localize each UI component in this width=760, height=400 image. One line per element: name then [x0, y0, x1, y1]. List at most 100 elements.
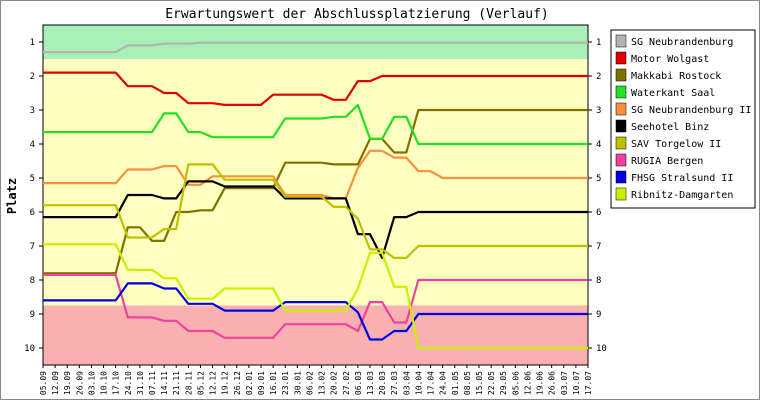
x-tick-label: 19.09: [63, 371, 72, 395]
legend-swatch-5: [615, 119, 627, 133]
legend-swatch-1: [615, 51, 627, 65]
y-tick-label-left: 7: [30, 242, 35, 252]
x-tick-label: 10.10: [100, 371, 109, 395]
x-tick-label: 07.11: [148, 371, 157, 395]
series-line-3: [43, 103, 588, 146]
zone-band-2: [43, 305, 588, 365]
x-tick-label: 12.06: [523, 371, 532, 395]
x-tick-label: 14.11: [160, 371, 169, 395]
legend-label-7: RUGIA Bergen: [631, 156, 703, 167]
legend-label-1: Motor Wolgast: [631, 54, 709, 65]
x-tick-label: 28.11: [184, 371, 193, 395]
x-tick-label: 03.07: [560, 371, 569, 395]
series-line-6: [43, 163, 588, 259]
x-tick-label: 20.03: [378, 371, 387, 395]
x-tick-label: 15.05: [475, 371, 484, 395]
zone-band-1: [43, 59, 588, 306]
y-tick-label-right: 4: [596, 140, 601, 150]
series-line-4: [43, 149, 588, 200]
y-tick-label-left: 2: [30, 72, 35, 82]
x-tick-label: 16.01: [269, 371, 278, 395]
x-tick-label: 17.04: [427, 371, 436, 395]
x-tick-label: 03.10: [87, 371, 96, 395]
y-tick-label-right: 10: [596, 344, 607, 354]
x-tick-label: 06.02: [305, 371, 314, 395]
chart-title: Erwartungswert der Abschlussplatzierung …: [165, 7, 549, 22]
y-tick-label-right: 6: [596, 208, 601, 218]
legend-label-6: SAV Torgelow II: [631, 139, 721, 150]
x-tick-label: 12.12: [209, 371, 218, 395]
y-tick-label-left: 1: [30, 38, 35, 48]
x-tick-label: 29.05: [499, 371, 508, 395]
x-tick-label: 20.02: [330, 371, 339, 395]
legend-box: [610, 29, 756, 209]
legend-swatch-7: [615, 153, 627, 167]
x-tick-label: 10.04: [414, 371, 423, 395]
y-tick-label-left: 9: [30, 310, 35, 320]
y-tick-label-left: 4: [30, 140, 35, 150]
legend-label-9: Ribnitz-Damgarten: [631, 190, 733, 201]
x-tick-label: 17.10: [112, 371, 121, 395]
series-line-9: [43, 243, 588, 350]
legend-swatch-0: [615, 34, 627, 48]
x-tick-label: 05.12: [196, 371, 205, 395]
x-tick-label: 27.03: [390, 371, 399, 395]
x-tick-label: 26.06: [548, 371, 557, 395]
x-tick-label: 06.03: [354, 371, 363, 395]
x-tick-label: 02.01: [245, 371, 254, 395]
x-tick-label: 24.04: [439, 371, 448, 395]
y-tick-label-left: 8: [30, 276, 35, 286]
series-lines: [43, 41, 588, 350]
series-line-0: [43, 41, 588, 54]
legend-label-3: Waterkant Saal: [631, 88, 715, 99]
x-tick-label: 03.04: [402, 371, 411, 395]
x-tick-label: 22.05: [487, 371, 496, 395]
series-line-7: [43, 273, 588, 339]
legend-swatch-2: [615, 68, 627, 82]
x-tick-label: 09.01: [257, 371, 266, 395]
x-tick-label: 19.12: [221, 371, 230, 395]
y-tick-label-left: 6: [30, 208, 35, 218]
x-tick-label: 01.05: [451, 371, 460, 395]
legend-label-8: FHSG Stralsund II: [631, 173, 733, 184]
legend-swatch-4: [615, 102, 627, 116]
x-tick-label: 31.10: [136, 371, 145, 395]
legend-label-2: Makkabi Rostock: [631, 71, 721, 82]
y-tick-label-right: 3: [596, 106, 601, 116]
legend-swatch-8: [615, 170, 627, 184]
zones-layer: [43, 25, 588, 365]
x-tick-label: 12.09: [51, 371, 60, 395]
y-axis-label: Platz: [5, 178, 19, 214]
legend-label-4: SG Neubrandenburg II: [631, 105, 751, 116]
series-line-5: [43, 180, 588, 259]
legend-label-5: Seehotel Binz: [631, 122, 709, 133]
x-tick-label: 27.02: [342, 371, 351, 395]
legend-label-0: SG Neubrandenburg: [631, 37, 733, 48]
y-tick-label-left: 3: [30, 106, 35, 116]
y-tick-label-left: 10: [24, 344, 35, 354]
x-tick-label: 10.07: [572, 371, 581, 395]
x-tick-label: 26.12: [233, 371, 242, 395]
x-tick-label: 05.09: [39, 371, 48, 395]
y-tick-label-right: 1: [596, 38, 601, 48]
y-tick-label-right: 5: [596, 174, 601, 184]
x-tick-label: 08.05: [463, 371, 472, 395]
y-tick-label-right: 9: [596, 310, 601, 320]
y-tick-label-right: 2: [596, 72, 601, 82]
legend-swatch-6: [615, 136, 627, 150]
x-tick-label: 19.06: [536, 371, 545, 395]
x-tick-label: 21.11: [172, 371, 181, 395]
x-tick-label: 23.01: [281, 371, 290, 395]
legend: SG Neubrandenburg Motor Wolgast Makkabi Ro…: [610, 29, 756, 209]
series-line-8: [43, 282, 588, 341]
x-tick-label: 13.02: [318, 371, 327, 395]
x-tick-label: 13.03: [366, 371, 375, 395]
y-tick-label-left: 5: [30, 174, 35, 184]
y-tick-label-right: 7: [596, 242, 601, 252]
legend-swatch-9: [615, 187, 627, 201]
series-line-1: [43, 71, 588, 107]
plot-frame: [42, 24, 589, 366]
